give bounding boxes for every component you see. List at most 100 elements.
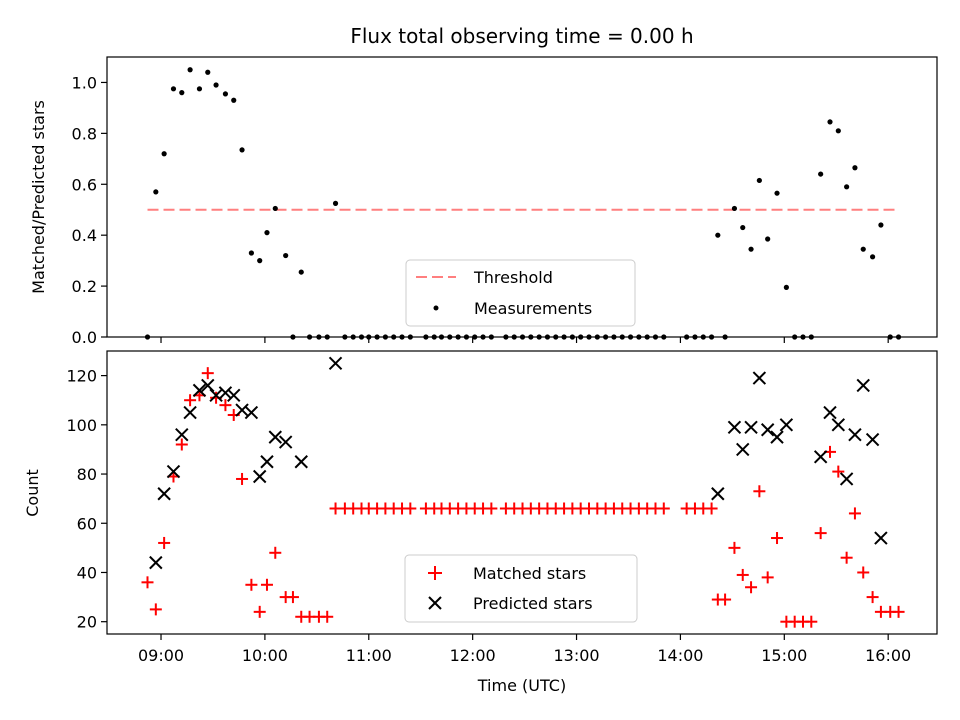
bottom-y-tick-label: 80 [77, 465, 97, 484]
matched-star-point [892, 605, 905, 618]
matched-star-point [245, 578, 258, 591]
measurement-point [213, 82, 219, 88]
predicted-star-point [779, 418, 794, 432]
measurement-point [187, 67, 193, 73]
predicted-star-point [260, 455, 274, 469]
legend-predicted-label: Predicted stars [473, 594, 593, 613]
x-tick-label: 16:00 [865, 646, 911, 665]
measurement-point [818, 171, 824, 177]
matched-star-point [485, 502, 498, 515]
matched-star-point [761, 571, 774, 584]
predicted-star-point [201, 378, 215, 393]
matched-star-point [404, 502, 417, 515]
top-y-tick-label: 0.0 [72, 328, 97, 347]
predicted-star-point [192, 383, 207, 398]
measurement-point [878, 222, 884, 228]
matched-star-point [705, 502, 718, 515]
matched-star-point [753, 485, 766, 498]
bottom-x-ticks: 09:00 10:00 11:00 12:00 13:00 14:00 15:00 16:00 [138, 634, 911, 665]
bottom-y-tick-label: 100 [66, 416, 97, 435]
top-y-tick-label: 1.0 [72, 73, 97, 92]
matched-star-point [269, 546, 282, 559]
x-tick-label: 09:00 [138, 646, 184, 665]
matched-star-point [219, 399, 232, 412]
predicted-star-point [856, 378, 870, 393]
top-legend-box [405, 259, 636, 327]
matched-star-point [175, 438, 188, 451]
matched-star-point [158, 536, 171, 549]
predicted-star-point [752, 371, 767, 385]
measurement-point [852, 165, 858, 171]
measurement-point [298, 269, 304, 275]
measurement-point [332, 200, 339, 206]
predicted-star-point [166, 464, 181, 479]
measurement-point [239, 147, 245, 153]
measurement-point [264, 230, 270, 236]
measurement-point [283, 252, 289, 259]
measurement-point [205, 69, 211, 75]
measurement-point [715, 232, 721, 238]
matched-star-point [657, 502, 670, 515]
predicted-star-point [183, 405, 197, 420]
legend-measurements-swatch [433, 305, 439, 311]
predicted-star-point [218, 386, 233, 400]
top-legend: Threshold Measurements [405, 259, 636, 327]
bottom-y-ticks: 20 40 60 80 100 120 [66, 367, 107, 632]
bottom-points [141, 356, 905, 628]
x-tick-label: 15:00 [761, 646, 807, 665]
predicted-star-point [839, 472, 854, 486]
matched-star-point [840, 551, 853, 564]
top-panel: 0.0 0.2 0.4 0.6 0.8 1.0 Matched/Predicted sta… [29, 56, 938, 347]
legend-measurements-label: Measurements [474, 299, 592, 318]
x-axis-label: Time (UTC) [477, 676, 566, 695]
predicted-star-point [744, 420, 758, 434]
top-y-ticks: 0.0 0.2 0.4 0.6 0.8 1.0 [72, 73, 107, 347]
predicted-star-point [813, 450, 828, 464]
legend-threshold-label: Threshold [473, 268, 553, 287]
measurement-point [783, 284, 789, 290]
measurement-point [179, 90, 185, 96]
top-y-tick-label: 0.8 [72, 124, 97, 143]
bottom-y-tick-label: 40 [77, 563, 97, 582]
predicted-star-point [727, 420, 742, 434]
matched-star-point [201, 367, 214, 380]
predicted-star-point [149, 555, 163, 570]
matched-star-point [832, 465, 845, 478]
x-tick-label: 11:00 [346, 646, 392, 665]
matched-star-point [141, 576, 154, 589]
top-plot-frame [106, 56, 938, 338]
predicted-star-point [294, 455, 308, 469]
measurement-point [731, 205, 738, 212]
legend-matched-label: Matched stars [473, 564, 586, 583]
measurement-point [827, 119, 833, 125]
legend-matched-swatch [428, 566, 442, 580]
matched-star-point [771, 532, 784, 545]
measurement-point [231, 97, 237, 103]
matched-star-point [149, 603, 162, 616]
measurement-point [222, 91, 229, 97]
measurement-point [835, 128, 841, 134]
measurement-point [740, 224, 746, 231]
predicted-star-point [760, 423, 775, 437]
bottom-y-tick-label: 120 [66, 367, 97, 386]
measurement-point [765, 236, 771, 242]
predicted-star-point [823, 405, 837, 420]
measurement-point [272, 205, 278, 212]
measurement-point [257, 258, 263, 264]
predicted-star-point [268, 430, 282, 444]
measurement-point [153, 189, 159, 195]
matched-star-point [866, 591, 879, 604]
bottom-y-axis-label: Count [23, 469, 42, 517]
bottom-y-tick-label: 60 [77, 514, 97, 533]
matched-star-point [814, 527, 827, 540]
top-y-tick-label: 0.4 [72, 226, 97, 245]
measurement-point [756, 177, 762, 184]
measurement-point [869, 254, 876, 260]
x-tick-label: 12:00 [450, 646, 496, 665]
matched-star-point [805, 615, 818, 628]
matched-star-point [184, 394, 197, 407]
measurement-point [860, 246, 866, 252]
predicted-star-point [278, 435, 293, 449]
predicted-star-point [736, 442, 750, 457]
